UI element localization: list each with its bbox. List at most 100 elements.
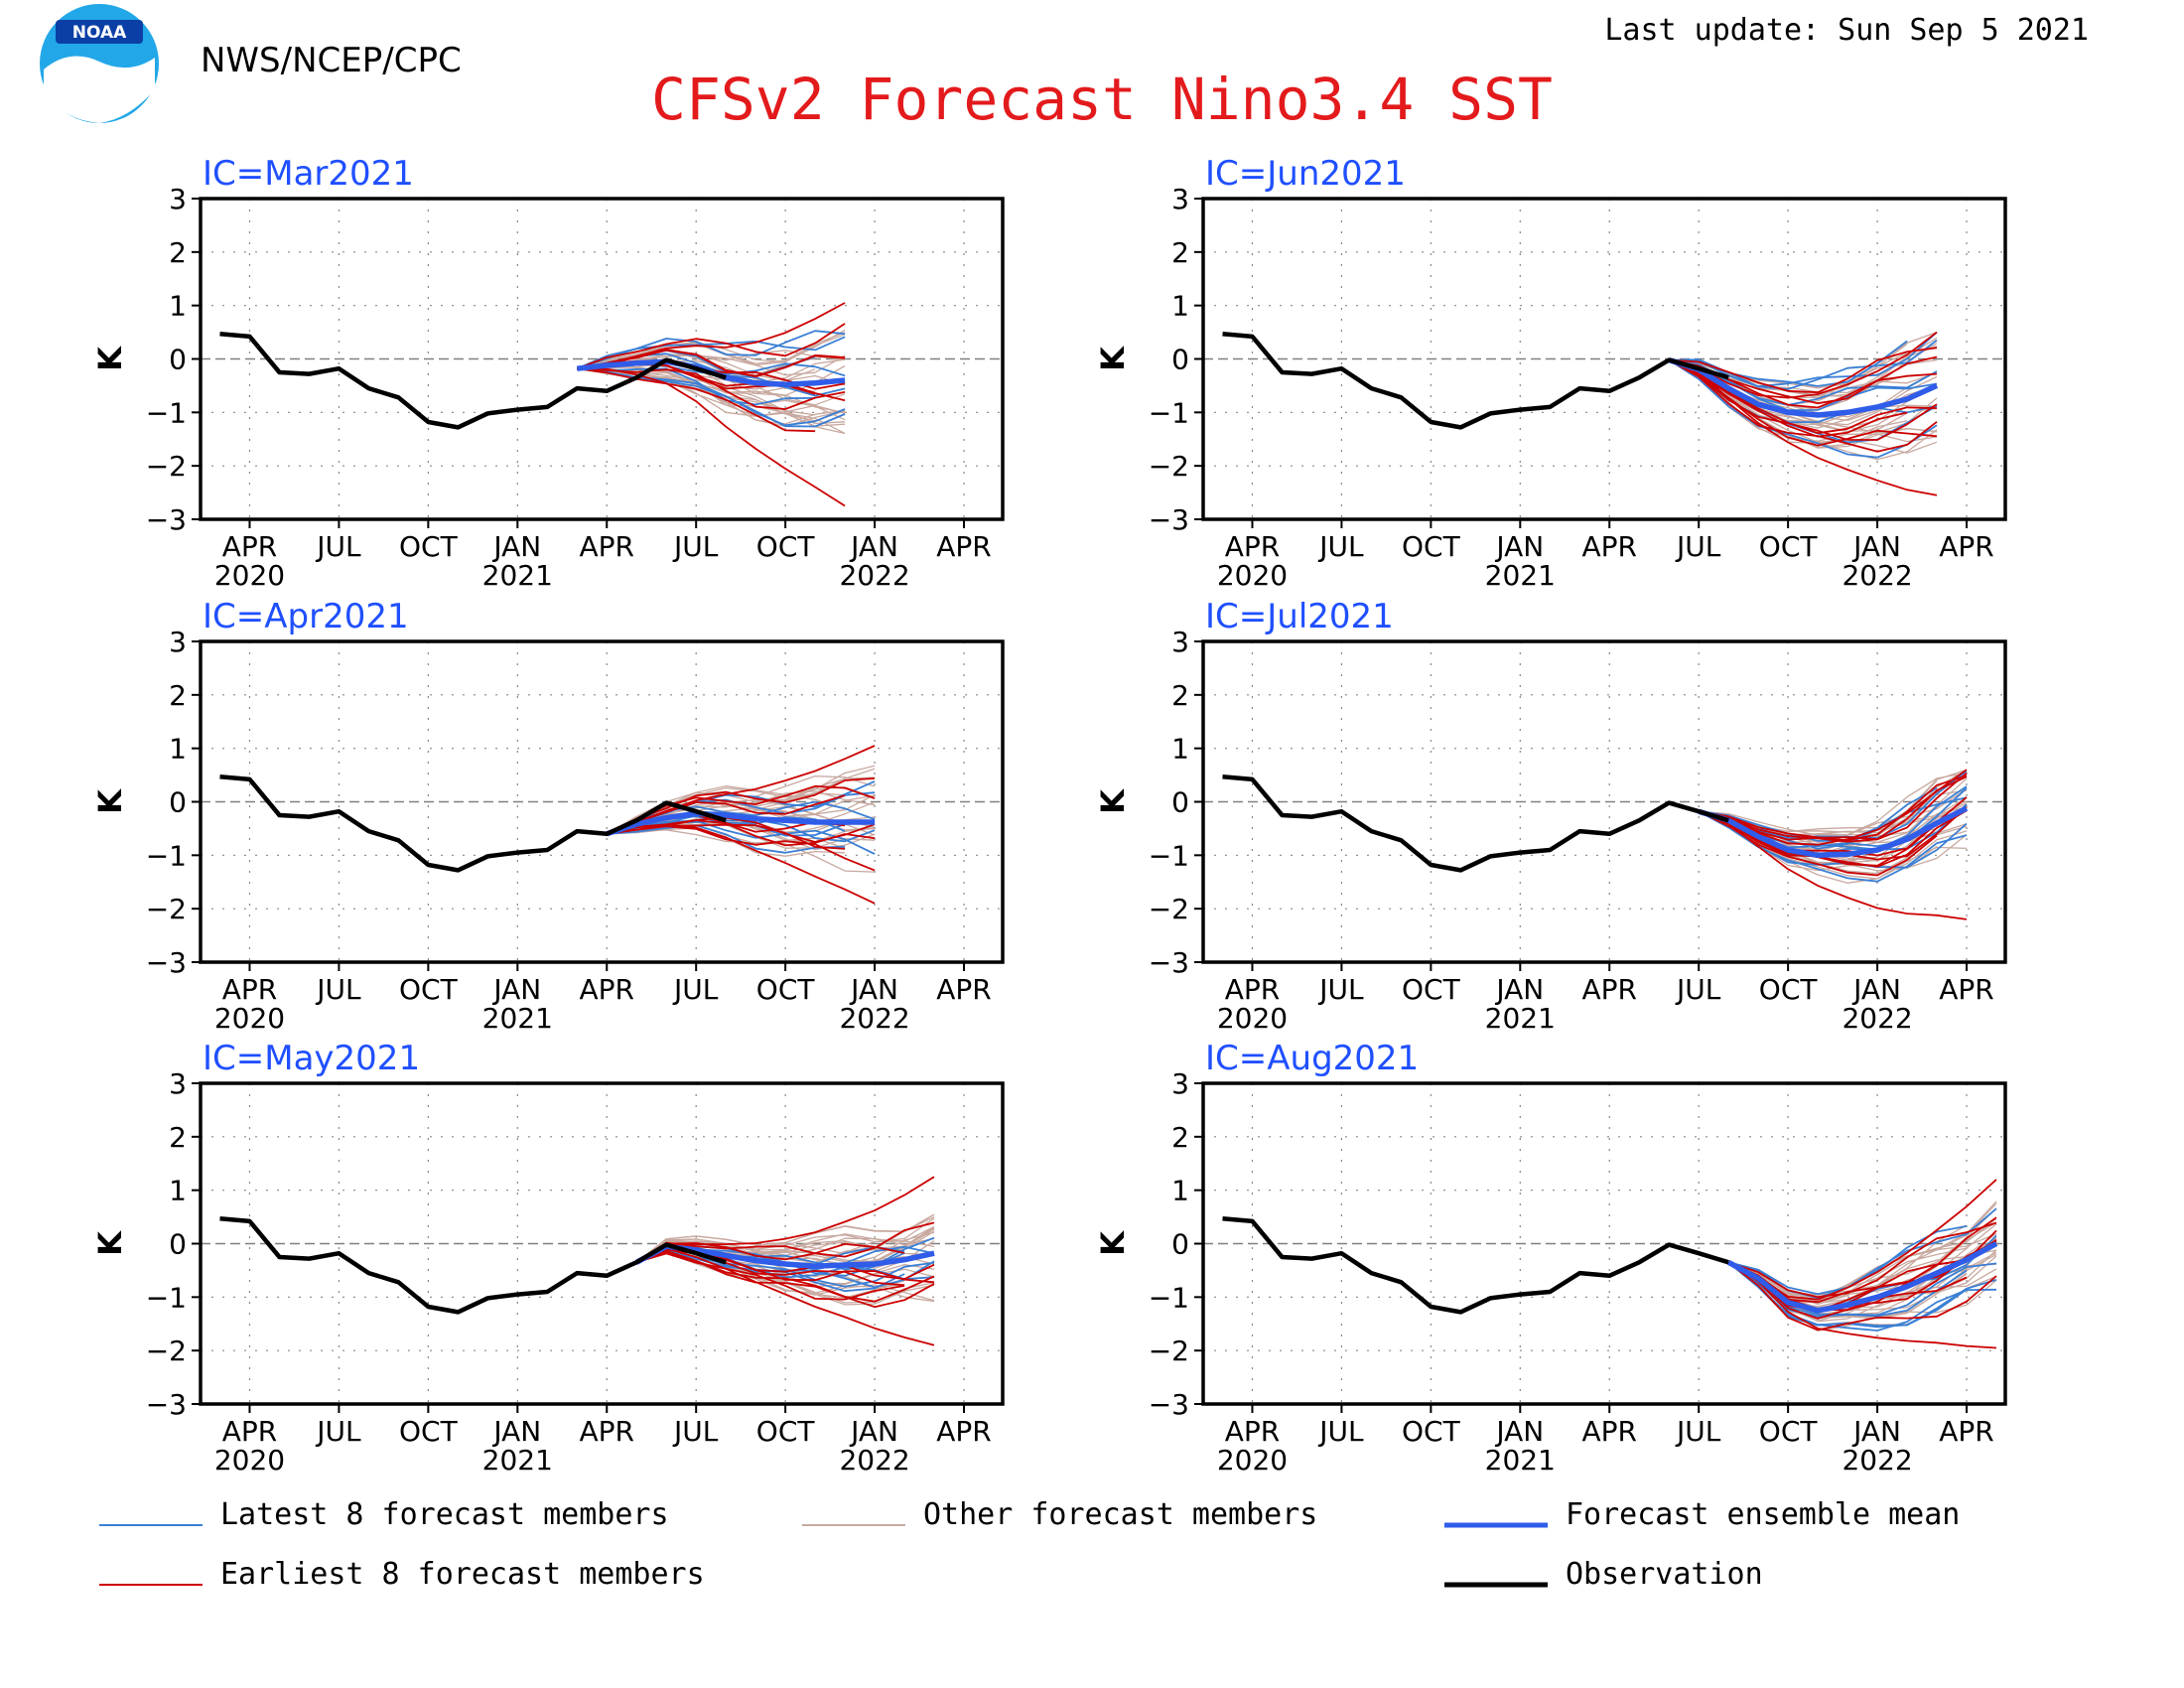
x-tick-label-year: 2020 [214, 1444, 285, 1477]
earliest-member-line [1668, 358, 1938, 496]
x-tick-label-month: APR [579, 1415, 634, 1448]
x-tick-label-month: JUL [315, 530, 361, 563]
y-tick-label: 3 [1171, 183, 1189, 215]
x-tick-label-month: APR [1581, 973, 1637, 1006]
y-axis-label: K [1094, 346, 1132, 371]
legend-label-other: Other forecast members [923, 1497, 1317, 1532]
latest-member-line [576, 336, 846, 370]
legend-label-mean: Forecast ensemble mean [1566, 1497, 1960, 1532]
x-tick-label-month: OCT [399, 973, 459, 1006]
x-tick-label-month: APR [1225, 973, 1281, 1006]
x-tick-label-year: 2021 [482, 1002, 553, 1035]
ensemble-mean-line [606, 810, 876, 837]
earliest-member-line [1668, 358, 1938, 435]
legend-group: Latest 8 forecast members Other forecast … [99, 1497, 1960, 1592]
earliest-member-line [576, 323, 846, 370]
x-tick-label-month: JUL [1675, 530, 1721, 563]
x-tick-label-year: 2022 [839, 1444, 909, 1477]
y-tick-label: −3 [146, 503, 187, 536]
y-tick-label: 0 [169, 786, 187, 819]
x-tick-label-month: APR [936, 1415, 992, 1448]
x-tick-label-month: JUL [672, 1415, 719, 1448]
earliest-member-line [635, 1250, 935, 1309]
observation-line [219, 331, 727, 430]
x-tick-label-year: 2022 [839, 1002, 909, 1035]
x-tick-label-month: OCT [756, 1415, 816, 1448]
y-tick-label: 0 [1171, 786, 1189, 819]
latest-member-line [1698, 810, 1968, 883]
x-tick-label-year: 2021 [1485, 1444, 1556, 1477]
x-tick-label-month: OCT [399, 1415, 459, 1448]
ensemble-mean-line [1726, 1241, 1998, 1314]
noaa-logo-text: NOAA [72, 23, 127, 43]
y-tick-label: 3 [169, 626, 187, 658]
x-tick-label-month: OCT [399, 530, 459, 563]
observation-line [1222, 1215, 1729, 1315]
panel-title: IC=May2021 [203, 1039, 420, 1078]
x-tick-label-month: JAN [1851, 530, 1901, 563]
x-tick-label-month: APR [1581, 530, 1637, 563]
y-tick-label: −3 [1149, 1388, 1189, 1421]
x-tick-label-month: OCT [1402, 973, 1461, 1006]
panel-title: IC=Apr2021 [203, 597, 409, 636]
ensemble-mean-line [1698, 805, 1969, 859]
earliest-member-line [1727, 1221, 1997, 1299]
x-tick-label-month: APR [1581, 1415, 1637, 1448]
y-tick-label: 3 [1171, 1067, 1189, 1100]
x-tick-label-month: JUL [1675, 1415, 1721, 1448]
y-tick-label: −2 [146, 1335, 187, 1367]
y-tick-label: 3 [169, 1067, 187, 1100]
x-tick-label-month: JUL [1317, 530, 1364, 563]
y-tick-label: 2 [169, 679, 187, 712]
x-tick-label-month: APR [936, 530, 992, 563]
latest-member-line [607, 824, 846, 854]
y-tick-label: 3 [169, 183, 187, 215]
earliest-member-line [606, 824, 876, 905]
plot-area [1222, 331, 1939, 496]
earliest-member-line [1727, 1261, 1997, 1332]
earliest-member-line [577, 302, 846, 370]
legend-label-obs: Observation [1566, 1557, 1763, 1592]
plot-area [1222, 1179, 1998, 1349]
earliest-member-line [1668, 358, 1938, 441]
x-tick-label-month: OCT [1759, 973, 1819, 1006]
y-tick-label: −2 [146, 893, 187, 925]
x-tick-label-year: 2020 [1217, 1002, 1288, 1035]
y-tick-label: −2 [1149, 450, 1189, 483]
legend-label-earliest: Earliest 8 forecast members [220, 1557, 705, 1592]
y-tick-label: −1 [1149, 396, 1189, 429]
x-tick-label-month: APR [1225, 530, 1281, 563]
x-tick-label-year: 2021 [482, 1444, 553, 1477]
y-tick-label: −3 [146, 1388, 187, 1421]
x-tick-label-month: APR [222, 973, 278, 1006]
latest-member-line [1669, 331, 1938, 388]
x-tick-label-month: JAN [491, 530, 541, 563]
latest-member-line [577, 330, 846, 370]
x-tick-label-year: 2021 [482, 559, 553, 592]
y-tick-label: −3 [1149, 503, 1189, 536]
y-axis-label: K [91, 346, 129, 371]
noaa-logo-bird [44, 56, 155, 123]
x-tick-label-month: OCT [1402, 530, 1461, 563]
x-tick-label-year: 2020 [1217, 559, 1288, 592]
x-tick-label-month: JUL [315, 1415, 361, 1448]
x-tick-label-year: 2022 [839, 559, 909, 592]
x-tick-label-month: APR [579, 973, 634, 1006]
plot-frame [199, 197, 1005, 521]
y-tick-label: −1 [146, 396, 187, 429]
earliest-member-line [1668, 358, 1938, 453]
earliest-member-line [606, 745, 876, 835]
y-tick-label: −2 [146, 450, 187, 483]
y-tick-label: −3 [146, 946, 187, 979]
y-tick-label: 2 [1171, 1121, 1189, 1154]
earliest-member-line [577, 367, 816, 433]
x-tick-label-month: APR [222, 530, 278, 563]
x-tick-label-month: OCT [756, 530, 816, 563]
x-tick-label-month: APR [1939, 1415, 1994, 1448]
y-tick-label: −1 [146, 839, 187, 872]
earliest-member-line [635, 1242, 905, 1264]
